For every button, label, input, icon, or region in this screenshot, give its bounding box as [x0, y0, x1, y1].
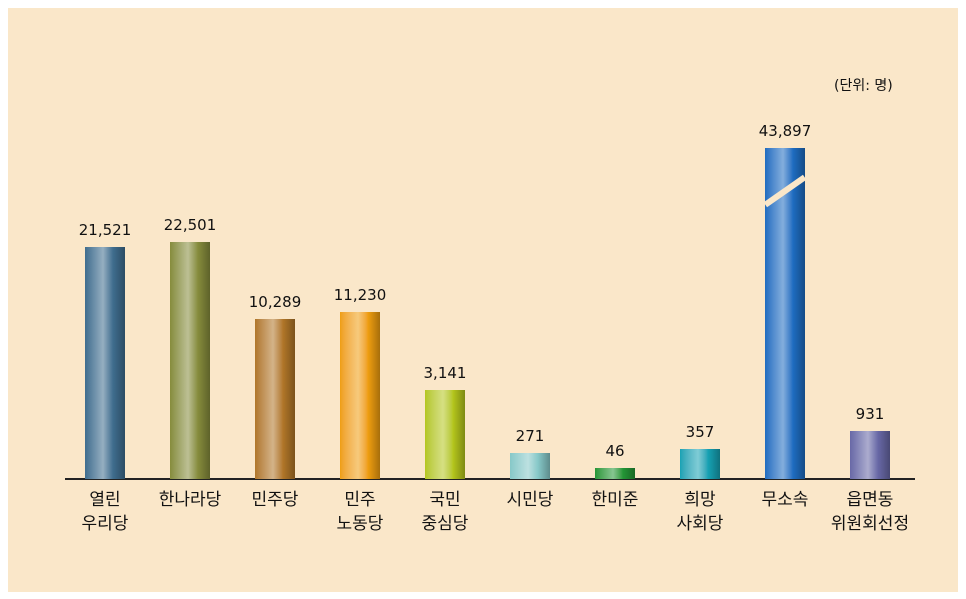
x-axis	[65, 478, 915, 480]
bar	[425, 390, 465, 479]
bar	[595, 468, 635, 479]
x-tick-label: 민주당	[251, 490, 299, 510]
value-label: 10,289	[248, 292, 302, 311]
bar	[510, 452, 550, 479]
value-label: 11,230	[333, 285, 387, 304]
value-label: 43,897	[758, 122, 812, 140]
x-tick-label: 한미준	[591, 490, 639, 510]
value-label: 931	[855, 404, 885, 423]
value-label: 357	[685, 423, 715, 442]
x-tick-label: 희망 사회당	[676, 490, 724, 534]
bar	[170, 242, 210, 479]
x-tick-label: 무소속	[761, 490, 809, 510]
bar	[850, 430, 890, 479]
value-label: 21,521	[78, 221, 132, 240]
value-label: 46	[605, 442, 625, 461]
bar	[85, 247, 125, 479]
unit-label: (단위: 명)	[834, 78, 893, 94]
x-tick-label: 한나라당	[158, 490, 222, 510]
bar	[255, 318, 295, 479]
x-tick-label: 읍면동 위원회선정	[830, 490, 910, 534]
value-label: 3,141	[423, 364, 467, 383]
bar	[340, 311, 380, 479]
value-label: 22,501	[163, 216, 217, 235]
bar	[680, 449, 720, 479]
x-tick-label: 민주 노동당	[336, 490, 384, 534]
value-label: 271	[515, 426, 545, 445]
x-tick-label: 열린 우리당	[81, 490, 129, 534]
x-tick-label: 국민 중심당	[421, 490, 469, 534]
x-tick-label: 시민당	[506, 490, 554, 510]
